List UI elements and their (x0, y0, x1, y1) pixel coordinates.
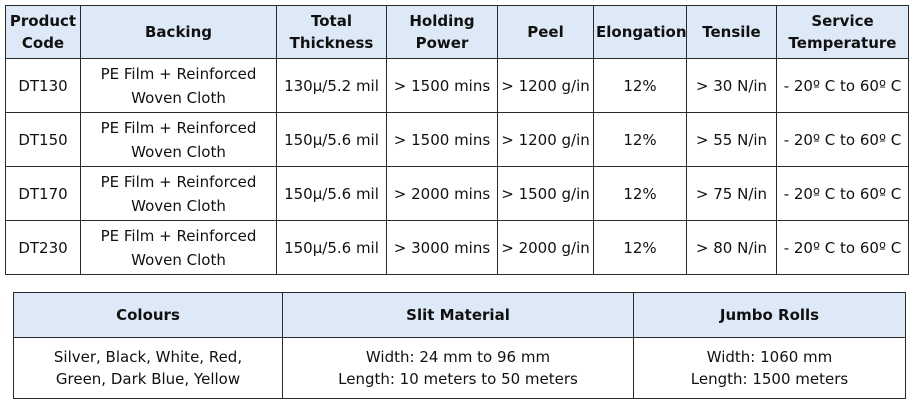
cell: 12% (593, 58, 687, 113)
header-cell: Elongation (593, 5, 687, 59)
cell: 12% (593, 112, 687, 167)
cell: 130µ/5.2 mil (276, 58, 387, 113)
cell-line: Thickness (289, 34, 374, 52)
cell: > 3000 mins (386, 220, 498, 275)
cell: DT130 (5, 58, 81, 113)
header-cell: Tensile (686, 5, 777, 59)
row: DT150 PE Film + Reinforced Woven Cloth 150µ… (5, 112, 909, 167)
cell: 150µ/5.6 mil (276, 112, 387, 167)
cell: 150µ/5.6 mil (276, 220, 387, 275)
header-cell: Holding Power (386, 5, 498, 59)
cell: - 20º C to 60º C (776, 112, 909, 167)
spec-table: Product Code Backing Total Thickness Holding P… (5, 5, 909, 275)
cell: > 1500 g/in (497, 166, 594, 221)
cell-line: Product (9, 12, 77, 30)
header-cell: Slit Material (282, 292, 634, 338)
cell-line: Temperature (788, 34, 897, 52)
cell-line: Power (415, 34, 469, 52)
header-row: Product Code Backing Total Thickness Holding P… (5, 5, 909, 59)
cell: Silver, Black, White, Red, Green, Dark Bl… (13, 337, 283, 399)
cell-line: PE Film + Reinforced (100, 172, 257, 191)
cell: PE Film + Reinforced Woven Cloth (80, 112, 277, 167)
cell-line: Total (311, 12, 352, 30)
cell: > 1200 g/in (497, 58, 594, 113)
cell: DT170 (5, 166, 81, 221)
header-cell: Service Temperature (776, 5, 909, 59)
cell: > 75 N/in (686, 166, 777, 221)
cell-line: Woven Cloth (131, 142, 226, 161)
cell: - 20º C to 60º C (776, 58, 909, 113)
cell: > 1500 mins (386, 58, 498, 113)
cell-line: Length: 10 meters to 50 meters (338, 370, 578, 388)
cell-line: Service (811, 12, 874, 30)
cell-line: Woven Cloth (131, 196, 226, 215)
cell: DT150 (5, 112, 81, 167)
cell: DT230 (5, 220, 81, 275)
cell: > 1200 g/in (497, 112, 594, 167)
row: DT130 PE Film + Reinforced Woven Cloth 130µ… (5, 58, 909, 113)
cell: PE Film + Reinforced Woven Cloth (80, 220, 277, 275)
row: DT230 PE Film + Reinforced Woven Cloth 150µ… (5, 220, 909, 275)
cell-line: Green, Dark Blue, Yellow (55, 370, 241, 388)
cell: > 30 N/in (686, 58, 777, 113)
header-cell: Product Code (5, 5, 81, 59)
cell-line: Silver, Black, White, Red, (53, 348, 243, 366)
cell: PE Film + Reinforced Woven Cloth (80, 58, 277, 113)
cell-line: Woven Cloth (131, 88, 226, 107)
cell: - 20º C to 60º C (776, 166, 909, 221)
header-cell: Colours (13, 292, 283, 338)
cell-line: Width: 1060 mm (706, 348, 833, 366)
cell-line: PE Film + Reinforced (100, 64, 257, 83)
options-table: Colours Slit Material Jumbo Rolls Silver, B… (13, 292, 906, 399)
cell: 150µ/5.6 mil (276, 166, 387, 221)
cell: - 20º C to 60º C (776, 220, 909, 275)
cell: Width: 24 mm to 96 mm Length: 10 meters t… (282, 337, 634, 399)
cell: PE Film + Reinforced Woven Cloth (80, 166, 277, 221)
cell-line: PE Film + Reinforced (100, 118, 257, 137)
header-cell: Total Thickness (276, 5, 387, 59)
cell-line: Woven Cloth (131, 250, 226, 269)
header-row: Colours Slit Material Jumbo Rolls (13, 292, 906, 338)
header-cell: Jumbo Rolls (633, 292, 906, 338)
cell: > 80 N/in (686, 220, 777, 275)
cell: 12% (593, 166, 687, 221)
cell: > 2000 mins (386, 166, 498, 221)
header-cell: Backing (80, 5, 277, 59)
header-cell: Peel (497, 5, 594, 59)
row: DT170 PE Film + Reinforced Woven Cloth 150µ… (5, 166, 909, 221)
cell-line: Width: 24 mm to 96 mm (365, 348, 551, 366)
cell-line: Length: 1500 meters (690, 370, 849, 388)
cell: 12% (593, 220, 687, 275)
cell-line: PE Film + Reinforced (100, 226, 257, 245)
cell: > 1500 mins (386, 112, 498, 167)
row: Silver, Black, White, Red, Green, Dark Bl… (13, 337, 906, 399)
cell: > 55 N/in (686, 112, 777, 167)
cell: > 2000 g/in (497, 220, 594, 275)
cell-line: Holding (409, 12, 475, 30)
cell: Width: 1060 mm Length: 1500 meters (633, 337, 906, 399)
cell-line: Code (21, 34, 65, 52)
